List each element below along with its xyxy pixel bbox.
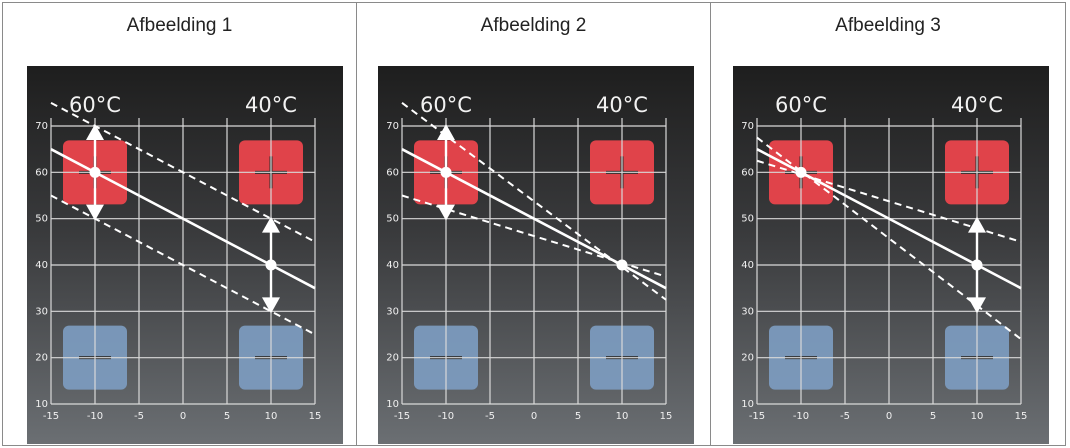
x-tick-label: -5 bbox=[840, 411, 850, 422]
y-tick-label: 60 bbox=[35, 167, 48, 178]
y-tick-label: 50 bbox=[35, 214, 48, 225]
x-tick-label: -10 bbox=[438, 411, 454, 422]
x-tick-label: 5 bbox=[224, 411, 230, 422]
x-tick-label: -5 bbox=[485, 411, 495, 422]
curve-point bbox=[795, 166, 807, 178]
x-tick-label: 5 bbox=[575, 411, 581, 422]
temperature-label-right: 40°C bbox=[245, 93, 297, 117]
figure-title-3: Afbeelding 3 bbox=[835, 15, 941, 36]
y-tick-label: 40 bbox=[386, 260, 399, 271]
x-tick-label: 0 bbox=[180, 411, 186, 422]
temperature-label-right: 40°C bbox=[951, 93, 1003, 117]
figure-cell-3: Afbeelding 3 -15 -10 -5 0 5 10 15 10 20 30 40 50 60 7… bbox=[710, 3, 1065, 445]
y-tick-label: 40 bbox=[741, 260, 754, 271]
y-tick-label: 60 bbox=[386, 167, 399, 178]
figure-title-2: Afbeelding 2 bbox=[480, 15, 587, 36]
temperature-label-left: 60°C bbox=[420, 93, 472, 117]
arrow-up-icon bbox=[968, 216, 986, 265]
heating-curve-panel-1: -15 -10 -5 0 5 10 15 10 20 30 40 50 60 70 60°C 40°C bbox=[27, 66, 343, 444]
curve-point bbox=[971, 259, 983, 271]
arrow-down-icon bbox=[86, 172, 104, 221]
heating-curve-panel-2: -15 -10 -5 0 5 10 15 10 20 30 40 50 60 70 60°C 40°C bbox=[378, 66, 694, 444]
y-tick-label: 10 bbox=[741, 399, 754, 410]
y-tick-label: 10 bbox=[35, 399, 48, 410]
x-tick-label: -5 bbox=[134, 411, 144, 422]
temperature-label-left: 60°C bbox=[69, 93, 121, 117]
heating-curve-panel-3: -15 -10 -5 0 5 10 15 10 20 30 40 50 60 70 60°C 40°C bbox=[733, 66, 1049, 444]
heating-curve-chart: -15 -10 -5 0 5 10 15 10 20 30 40 50 60 70 60°C 40°C bbox=[27, 66, 343, 444]
x-tick-label: 15 bbox=[1015, 411, 1028, 422]
x-tick-label: 0 bbox=[531, 411, 537, 422]
curve-point bbox=[89, 166, 101, 178]
y-tick-label: 40 bbox=[35, 260, 48, 271]
y-tick-label: 50 bbox=[741, 214, 754, 225]
temperature-label-right: 40°C bbox=[596, 93, 648, 117]
arrow-up-icon bbox=[437, 124, 455, 173]
y-tick-label: 30 bbox=[35, 306, 48, 317]
figure-cell-1: Afbeelding 1 -15 -10 -5 0 5 10 15 10 20 30 40 50 60 7… bbox=[3, 3, 356, 445]
x-tick-label: 15 bbox=[309, 411, 322, 422]
x-tick-label: 10 bbox=[616, 411, 629, 422]
heating-curve-chart: -15 -10 -5 0 5 10 15 10 20 30 40 50 60 70 60°C 40°C bbox=[733, 66, 1049, 444]
curve-point bbox=[265, 259, 277, 271]
x-tick-label: 0 bbox=[886, 411, 892, 422]
y-tick-label: 70 bbox=[35, 121, 48, 132]
arrow-down-icon bbox=[262, 265, 280, 314]
heating-curve-chart: -15 -10 -5 0 5 10 15 10 20 30 40 50 60 70 60°C 40°C bbox=[378, 66, 694, 444]
x-tick-label: -10 bbox=[87, 411, 103, 422]
x-tick-label: 5 bbox=[930, 411, 936, 422]
temperature-label-left: 60°C bbox=[775, 93, 827, 117]
arrow-up-icon bbox=[262, 216, 280, 265]
x-tick-label: -15 bbox=[394, 411, 410, 422]
y-tick-label: 20 bbox=[386, 353, 399, 364]
curve-point bbox=[616, 259, 628, 271]
arrow-up-icon bbox=[86, 124, 104, 173]
y-tick-label: 30 bbox=[386, 306, 399, 317]
y-tick-label: 10 bbox=[386, 399, 399, 410]
y-tick-label: 20 bbox=[741, 353, 754, 364]
arrow-down-icon bbox=[968, 265, 986, 314]
figure-title-1: Afbeelding 1 bbox=[126, 15, 233, 36]
curve-point bbox=[440, 166, 452, 178]
arrow-down-icon bbox=[437, 172, 455, 221]
x-tick-label: -10 bbox=[793, 411, 809, 422]
y-tick-label: 30 bbox=[741, 306, 754, 317]
y-tick-label: 70 bbox=[741, 121, 754, 132]
x-tick-label: 10 bbox=[971, 411, 984, 422]
y-tick-label: 60 bbox=[741, 167, 754, 178]
figure-cell-2: Afbeelding 2 -15 -10 -5 0 5 10 15 10 20 30 40 50 60 7… bbox=[356, 3, 710, 445]
y-tick-label: 70 bbox=[386, 121, 399, 132]
x-tick-label: 10 bbox=[265, 411, 278, 422]
y-tick-label: 20 bbox=[35, 353, 48, 364]
x-tick-label: 15 bbox=[660, 411, 673, 422]
x-tick-label: -15 bbox=[749, 411, 765, 422]
x-tick-label: -15 bbox=[43, 411, 59, 422]
y-tick-label: 50 bbox=[386, 214, 399, 225]
